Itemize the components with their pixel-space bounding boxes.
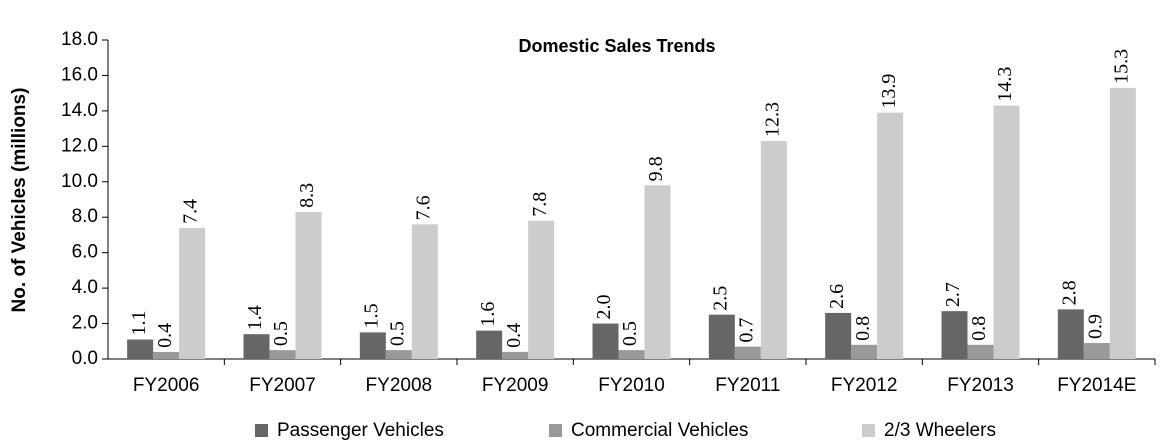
bar bbox=[295, 211, 322, 359]
bar bbox=[760, 141, 787, 359]
x-tick-label: FY2009 bbox=[482, 375, 549, 396]
bar bbox=[502, 351, 529, 359]
bar bbox=[179, 227, 206, 359]
value-label: 0.5 bbox=[386, 321, 408, 346]
bar bbox=[359, 332, 386, 359]
value-label: 1.6 bbox=[477, 302, 499, 327]
x-tick-label: FY2014E bbox=[1057, 375, 1136, 396]
bar bbox=[941, 311, 968, 359]
bar bbox=[967, 344, 994, 359]
bar bbox=[644, 185, 671, 359]
y-tick-label: 12.0 bbox=[61, 135, 98, 156]
bar bbox=[1057, 309, 1084, 359]
bar bbox=[851, 344, 878, 359]
x-tick-label: FY2010 bbox=[598, 375, 665, 396]
bar bbox=[993, 105, 1020, 359]
x-tick-label: FY2007 bbox=[249, 375, 316, 396]
bar bbox=[592, 323, 619, 359]
value-label: 2.7 bbox=[942, 282, 964, 307]
bar bbox=[153, 351, 180, 359]
legend-label: Commercial Vehicles bbox=[571, 420, 748, 441]
value-label: 2.8 bbox=[1058, 280, 1080, 305]
y-axis-label: No. of Vehicles (millions) bbox=[9, 88, 30, 313]
value-label: 7.8 bbox=[529, 192, 551, 217]
x-tick-label: FY2006 bbox=[133, 375, 200, 396]
legend-swatch bbox=[862, 424, 875, 437]
legend-label: 2/3 Wheelers bbox=[884, 420, 996, 441]
bar bbox=[385, 350, 412, 359]
x-tick-label: FY2011 bbox=[715, 375, 780, 396]
value-label: 7.6 bbox=[412, 195, 434, 220]
value-label: 8.3 bbox=[296, 183, 318, 208]
value-label: 0.9 bbox=[1084, 314, 1106, 339]
y-tick-label: 0.0 bbox=[72, 348, 98, 369]
bar bbox=[734, 346, 761, 359]
value-label: 1.1 bbox=[128, 311, 150, 336]
y-tick-label: 4.0 bbox=[72, 277, 98, 298]
bar bbox=[877, 112, 904, 360]
value-label: 7.4 bbox=[180, 199, 202, 224]
value-label: 0.8 bbox=[968, 316, 990, 341]
y-tick-label: 16.0 bbox=[61, 64, 98, 85]
value-label: 0.5 bbox=[619, 321, 641, 346]
value-label: 15.3 bbox=[1110, 49, 1132, 84]
value-label: 0.8 bbox=[852, 316, 874, 341]
y-tick-label: 6.0 bbox=[72, 242, 98, 263]
value-label: 14.3 bbox=[994, 67, 1016, 102]
bar bbox=[825, 312, 852, 359]
value-label: 2.5 bbox=[709, 286, 731, 311]
value-label: 12.3 bbox=[761, 102, 783, 137]
bar bbox=[708, 314, 735, 359]
chart-title: Domestic Sales Trends bbox=[518, 36, 715, 56]
y-tick-label: 18.0 bbox=[61, 29, 98, 50]
bar bbox=[528, 220, 555, 359]
value-label: 0.4 bbox=[154, 323, 176, 348]
value-label: 2.0 bbox=[593, 295, 615, 320]
bar bbox=[269, 350, 296, 359]
value-label: 0.5 bbox=[270, 321, 292, 346]
legend-swatch bbox=[255, 424, 268, 437]
legend-swatch bbox=[549, 424, 562, 437]
value-label: 0.4 bbox=[503, 323, 525, 348]
value-label: 13.9 bbox=[878, 74, 900, 109]
value-label: 0.7 bbox=[735, 318, 757, 343]
bar bbox=[1109, 87, 1136, 359]
legend-label: Passenger Vehicles bbox=[277, 420, 444, 441]
bar bbox=[476, 330, 503, 359]
y-tick-label: 14.0 bbox=[61, 100, 98, 121]
y-tick-label: 10.0 bbox=[61, 171, 98, 192]
value-label: 9.8 bbox=[645, 156, 667, 181]
y-tick-label: 2.0 bbox=[72, 313, 98, 334]
x-tick-label: FY2013 bbox=[947, 375, 1014, 396]
bar bbox=[127, 339, 154, 359]
value-label: 1.4 bbox=[244, 305, 266, 330]
value-label: 1.5 bbox=[360, 303, 382, 328]
y-tick-label: 8.0 bbox=[72, 206, 98, 227]
bar bbox=[1083, 343, 1110, 359]
bar bbox=[243, 334, 270, 359]
bar bbox=[618, 350, 645, 359]
bar bbox=[411, 224, 438, 359]
value-label: 2.6 bbox=[826, 284, 848, 309]
x-tick-label: FY2008 bbox=[366, 375, 433, 396]
x-tick-label: FY2012 bbox=[831, 375, 898, 396]
